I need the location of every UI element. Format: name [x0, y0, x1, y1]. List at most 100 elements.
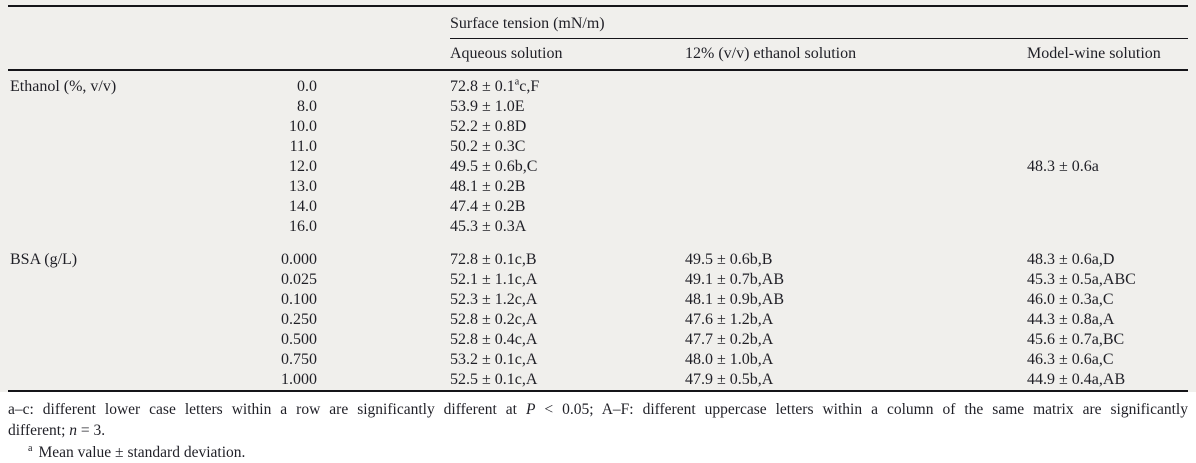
cell-aqueous: 50.2 ± 0.3C — [450, 138, 526, 155]
group-header-row: Surface tension (mN/m) — [8, 6, 1189, 39]
cell-ethanol12: 47.7 ± 0.2b,A — [685, 331, 774, 348]
section-label: BSA (g/L) — [10, 251, 78, 268]
table-container: Surface tension (mN/m) Aqueous solution … — [0, 0, 1196, 392]
cell-ethanol12 — [685, 197, 1027, 217]
column-header-empty-cell — [8, 38, 250, 71]
n-symbol: n — [69, 422, 78, 439]
section-bsa: BSA (g/L) 0.000 72.8 ± 0.1c,B 49.5 ± 0.6… — [8, 250, 1188, 391]
cell-concentration: 11.0 — [289, 138, 317, 155]
cell-concentration: 14.0 — [289, 198, 317, 215]
section-ethanol: Ethanol (%, v/v) 0.0 72.8 ± 0.1ac,F 8.0 … — [8, 70, 1188, 250]
cell-aqueous: 72.8 ± 0.1c,B — [450, 251, 537, 268]
table-row: 16.0 45.3 ± 0.3A — [8, 217, 1188, 237]
cell-ethanol12: 47.9 ± 0.5b,A — [685, 371, 774, 388]
footnote-text: a–c: different lower case letters within… — [8, 401, 526, 418]
cell-ethanol12 — [685, 137, 1027, 157]
footnote-marker: a — [514, 76, 520, 88]
cell-ethanol12 — [685, 177, 1027, 197]
spacer-cell — [8, 237, 1188, 250]
cell-model-wine: 46.3 ± 0.6a,C — [1027, 351, 1114, 368]
cell-model-wine: 46.0 ± 0.3a,C — [1027, 291, 1114, 308]
cell-aqueous: 52.8 ± 0.2c,A — [450, 311, 538, 328]
footnote-mean-value: a Mean value ± standard deviation. — [8, 442, 1188, 463]
cell-ethanol12: 48.0 ± 1.0b,A — [685, 351, 774, 368]
cell-concentration: 0.0 — [297, 78, 317, 95]
section-label-empty — [8, 157, 250, 177]
cell-aqueous: 53.2 ± 0.1c,A — [450, 351, 538, 368]
column-header-ethanol12: 12% (v/v) ethanol solution — [685, 38, 1027, 71]
column-header-aqueous: Aqueous solution — [450, 38, 685, 71]
cell-concentration: 0.500 — [281, 331, 317, 348]
cell-aqueous: 53.9 ± 1.0E — [450, 98, 525, 115]
section-label-empty — [8, 310, 250, 330]
cell-model-wine — [1027, 70, 1188, 97]
table-row: 0.025 52.1 ± 1.1c,A 49.1 ± 0.7b,AB 45.3 … — [8, 270, 1188, 290]
table-row: Ethanol (%, v/v) 0.0 72.8 ± 0.1ac,F — [8, 70, 1188, 97]
cell-concentration: 13.0 — [289, 178, 317, 195]
cell-ethanol12: 49.5 ± 0.6b,B — [685, 251, 773, 268]
cell-concentration: 12.0 — [289, 158, 317, 175]
cell-ethanol12 — [685, 157, 1027, 177]
table-row: 0.500 52.8 ± 0.4c,A 47.7 ± 0.2b,A 45.6 ±… — [8, 330, 1188, 350]
table-row: 0.100 52.3 ± 1.2c,A 48.1 ± 0.9b,AB 46.0 … — [8, 290, 1188, 310]
section-label-empty — [8, 217, 250, 237]
cell-aqueous: 52.1 ± 1.1c,A — [450, 271, 538, 288]
table-row: 0.250 52.8 ± 0.2c,A 47.6 ± 1.2b,A 44.3 ±… — [8, 310, 1188, 330]
table-row: BSA (g/L) 0.000 72.8 ± 0.1c,B 49.5 ± 0.6… — [8, 250, 1188, 270]
cell-concentration: 8.0 — [297, 98, 317, 115]
value-main: 72.8 ± 0.1 — [450, 78, 515, 95]
cell-ethanol12 — [685, 97, 1027, 117]
cell-aqueous: 52.2 ± 0.8D — [450, 118, 527, 135]
cell-aqueous: 72.8 ± 0.1ac,F — [450, 70, 685, 97]
cell-model-wine — [1027, 197, 1188, 217]
cell-model-wine — [1027, 97, 1188, 117]
table-row: 10.0 52.2 ± 0.8D — [8, 117, 1188, 137]
cell-concentration: 10.0 — [289, 118, 317, 135]
cell-aqueous: 45.3 ± 0.3A — [450, 218, 527, 235]
cell-model-wine: 44.9 ± 0.4a,AB — [1027, 371, 1126, 388]
footnote-significance-line1: a–c: different lower case letters within… — [8, 399, 1188, 420]
footnote-marker: a — [28, 442, 33, 454]
section-label-empty — [8, 290, 250, 310]
cell-model-wine: 45.6 ± 0.7a,BC — [1027, 331, 1125, 348]
section-label-empty — [8, 270, 250, 290]
footnote-text: different; — [8, 422, 70, 439]
column-header-empty-cell — [250, 38, 450, 71]
table-row: 11.0 50.2 ± 0.3C — [8, 137, 1188, 157]
cell-concentration: 0.000 — [281, 251, 317, 268]
group-header-title: Surface tension (mN/m) — [450, 6, 1189, 39]
table-header: Surface tension (mN/m) Aqueous solution … — [8, 6, 1189, 71]
cell-aqueous: 52.5 ± 0.1c,A — [450, 371, 538, 388]
table-row: 0.750 53.2 ± 0.1c,A 48.0 ± 1.0b,A 46.3 ±… — [8, 350, 1188, 370]
cell-model-wine — [1027, 217, 1188, 237]
cell-ethanol12: 48.1 ± 0.9b,AB — [685, 291, 785, 308]
section-label-empty — [8, 197, 250, 217]
p-value-symbol: P — [525, 401, 536, 418]
value-suffix: c,F — [519, 78, 540, 95]
footnote-significance-line2: different; n = 3. — [8, 420, 1188, 441]
cell-concentration: 0.750 — [281, 351, 317, 368]
cell-model-wine — [1027, 117, 1188, 137]
cell-concentration: 1.000 — [281, 371, 317, 388]
cell-concentration: 0.025 — [281, 271, 317, 288]
section-label: Ethanol (%, v/v) — [10, 78, 117, 95]
table-row: 1.000 52.5 ± 0.1c,A 47.9 ± 0.5b,A 44.9 ±… — [8, 370, 1188, 391]
table-row: 8.0 53.9 ± 1.0E — [8, 97, 1188, 117]
cell-ethanol12: 49.1 ± 0.7b,AB — [685, 271, 785, 288]
surface-tension-table: Surface tension (mN/m) Aqueous solution … — [8, 5, 1189, 392]
cell-aqueous: 52.8 ± 0.4c,A — [450, 331, 538, 348]
cell-ethanol12 — [685, 217, 1027, 237]
cell-aqueous: 49.5 ± 0.6b,C — [450, 158, 538, 175]
cell-model-wine: 48.3 ± 0.6a — [1027, 158, 1099, 175]
cell-concentration: 0.100 — [281, 291, 317, 308]
cell-ethanol12: 47.6 ± 1.2b,A — [685, 311, 774, 328]
section-label-empty — [8, 137, 250, 157]
column-header-row: Aqueous solution 12% (v/v) ethanol solut… — [8, 38, 1189, 71]
cell-model-wine — [1027, 177, 1188, 197]
cell-model-wine — [1027, 137, 1188, 157]
cell-aqueous: 48.1 ± 0.2B — [450, 178, 526, 195]
table-row: 12.0 49.5 ± 0.6b,C 48.3 ± 0.6a — [8, 157, 1188, 177]
section-label-empty — [8, 350, 250, 370]
section-label-empty — [8, 177, 250, 197]
cell-model-wine: 48.3 ± 0.6a,D — [1027, 251, 1115, 268]
